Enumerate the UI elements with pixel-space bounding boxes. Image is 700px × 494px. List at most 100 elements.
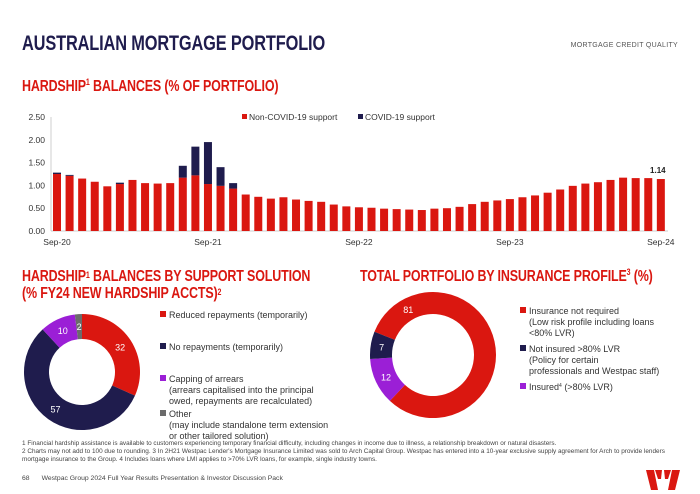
- y-tick-label: 0.50: [28, 203, 45, 213]
- footnote-ref: 2: [217, 287, 222, 297]
- bar-non-covid: [216, 185, 225, 231]
- bar-non-covid: [103, 186, 112, 231]
- bar-non-covid: [581, 183, 590, 231]
- bar-non-covid: [166, 183, 175, 231]
- legend-label: Non-COVID-19 support: [249, 112, 338, 122]
- slice-value-label: 81: [403, 305, 413, 315]
- bar-non-covid: [304, 200, 313, 231]
- slice-value-label: 10: [58, 326, 68, 336]
- donut-slice: [82, 314, 141, 396]
- chart1-title: HARDSHIP1 BALANCES (% OF PORTFOLIO): [22, 77, 279, 96]
- bar-non-covid: [417, 210, 426, 231]
- bar-non-covid: [644, 178, 653, 231]
- legend-sublabel: <80% LVR): [529, 328, 575, 338]
- bar-non-covid: [656, 179, 665, 231]
- legend-label: Reduced repayments (temporarily): [169, 310, 308, 320]
- bar-non-covid: [241, 194, 250, 231]
- bar-non-covid: [430, 208, 439, 231]
- bar-non-covid: [279, 197, 288, 231]
- legend-sublabel: owed, repayments are recalculated): [169, 396, 313, 406]
- bar-non-covid: [531, 195, 540, 231]
- bar-covid: [229, 183, 238, 189]
- data-label: 1.14: [650, 166, 666, 175]
- x-tick-label: Sep-20: [43, 237, 71, 247]
- legend-item: No repayments (temporarily): [160, 342, 328, 353]
- bar-covid: [178, 165, 187, 178]
- chart3-title: TOTAL PORTFOLIO BY INSURANCE PROFILE3 (%…: [360, 267, 653, 286]
- footnotes: 1 Financial hardship assistance is avail…: [22, 440, 682, 464]
- bar-non-covid: [329, 204, 338, 231]
- y-tick-label: 2.00: [28, 135, 45, 145]
- legend-label: Insurance not required: [529, 306, 620, 316]
- donut-slice: [374, 292, 496, 418]
- title-text: BALANCES BY SUPPORT SOLUTION: [89, 268, 311, 285]
- footnote-ref: 1: [85, 270, 90, 280]
- footer: 68 Westpac Group 2024 Full Year Results P…: [22, 475, 295, 482]
- bar-non-covid: [619, 177, 628, 231]
- chart2-title: HARDSHIP1 BALANCES BY SUPPORT SOLUTION (%…: [22, 268, 310, 302]
- bar-non-covid: [266, 198, 275, 231]
- bar-non-covid: [128, 179, 137, 231]
- legend-sublabel: professionals and Westpac staff): [529, 366, 660, 376]
- bar-non-covid: [493, 200, 502, 231]
- bar-non-covid: [203, 184, 212, 231]
- bar-non-covid: [593, 182, 602, 231]
- y-tick-label: 0.00: [28, 226, 45, 236]
- legend-item: Insurance not required (Low risk profile …: [520, 306, 659, 339]
- bar-non-covid: [65, 175, 74, 231]
- bar-non-covid: [115, 184, 124, 231]
- bar-covid: [203, 142, 212, 185]
- title-text: (%): [630, 268, 653, 285]
- section-label: MORTGAGE CREDIT QUALITY: [570, 42, 678, 49]
- bar-non-covid: [178, 177, 187, 231]
- donut-slice: [42, 314, 78, 348]
- legend-swatch: [160, 375, 166, 381]
- legend-sublabel: (may include standalone term extension: [169, 420, 329, 430]
- legend-label: Not insured >80% LVR: [529, 344, 621, 354]
- slice-value-label: 32: [115, 343, 125, 353]
- support-solution-donut: 32 57 10 2: [24, 314, 141, 430]
- bar-non-covid: [568, 185, 577, 231]
- footnote-ref: 4: [559, 383, 562, 389]
- hardship-balances-bar-chart: 0.00 0.50 1.00 1.50 2.00 2.50 Sep-20 Sep-21 Sep-…: [28, 112, 675, 247]
- legend-label: Insured: [529, 382, 560, 392]
- legend-swatch: [358, 114, 363, 119]
- bar-covid: [115, 182, 124, 185]
- slice-value-label: 12: [381, 373, 391, 383]
- x-tick-label: Sep-22: [345, 237, 373, 247]
- bar-non-covid: [468, 204, 477, 231]
- bar-non-covid: [518, 197, 527, 231]
- footnote-ref: 1: [85, 77, 90, 87]
- bar-non-covid: [631, 178, 640, 231]
- title-text: HARDSHIP: [22, 268, 86, 285]
- bar-covid: [216, 167, 225, 186]
- page-number: 68: [22, 475, 30, 482]
- bar-non-covid: [455, 206, 464, 231]
- legend-label: (>80% LVR): [561, 382, 613, 392]
- footer-text: Westpac Group 2024 Full Year Results Pre…: [41, 475, 283, 482]
- bar-non-covid: [405, 209, 414, 231]
- page-title: AUSTRALIAN MORTGAGE PORTFOLIO: [22, 32, 326, 55]
- bar-non-covid: [442, 208, 451, 231]
- bar-non-covid: [606, 179, 615, 231]
- legend-swatch: [520, 383, 526, 389]
- legend-sublabel: (Low risk profile including loans: [529, 317, 655, 327]
- x-tick-label: Sep-24: [647, 237, 675, 247]
- bar-non-covid: [53, 174, 61, 231]
- legend-label: COVID-19 support: [365, 112, 436, 122]
- y-tick-label: 2.50: [28, 112, 45, 122]
- bar-non-covid: [229, 188, 238, 231]
- bar-non-covid: [392, 209, 401, 231]
- title-text: HARDSHIP: [22, 78, 86, 95]
- bar-covid: [191, 146, 200, 176]
- legend-swatch: [520, 345, 526, 351]
- bar-non-covid: [556, 189, 565, 231]
- legend-swatch: [160, 410, 166, 416]
- legend-item: Capping of arrears (arrears capitalised i…: [160, 374, 328, 407]
- footnote: 1 Financial hardship assistance is avail…: [22, 440, 557, 447]
- legend-sublabel: (Policy for certain: [529, 355, 599, 365]
- legend-item: Other (may include standalone term extens…: [160, 409, 328, 442]
- bar-covid: [65, 174, 74, 176]
- bar-non-covid: [543, 192, 552, 231]
